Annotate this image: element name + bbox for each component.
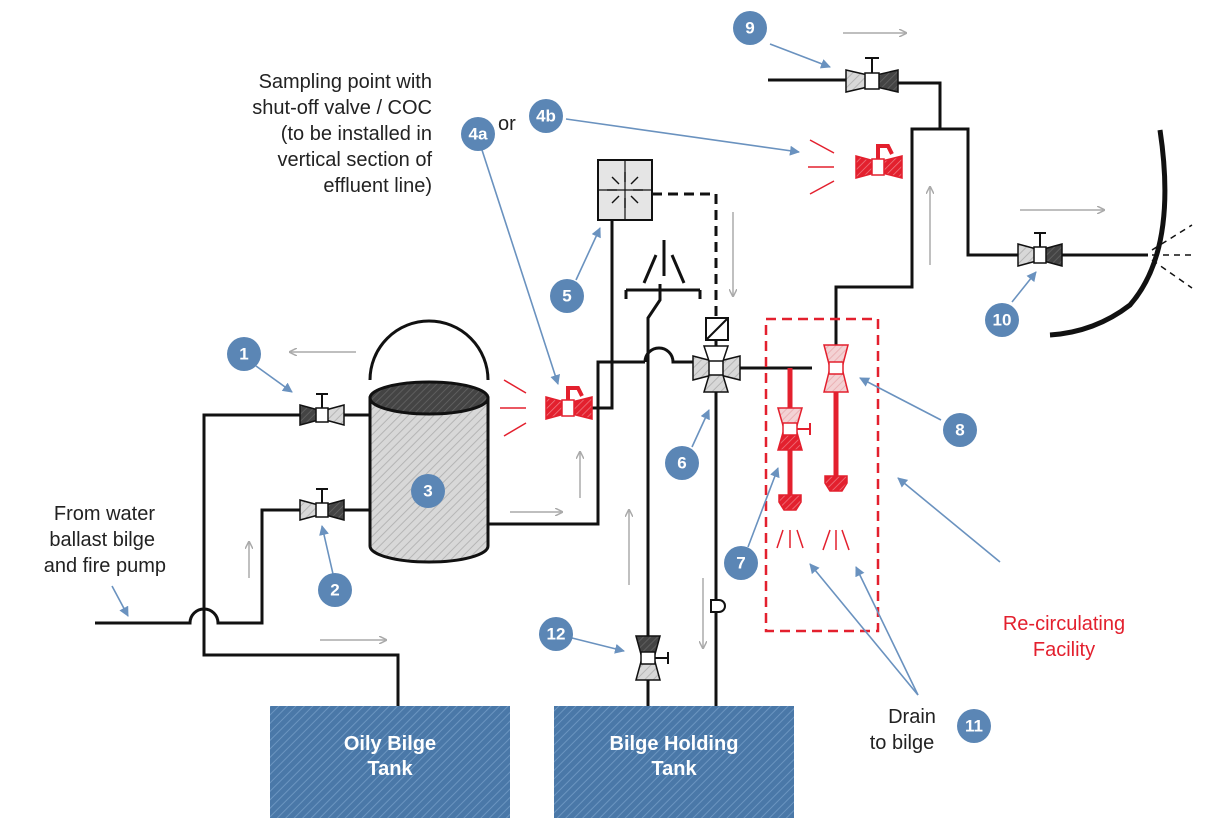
oil-content-meter xyxy=(597,159,702,299)
badge-4a: 4a xyxy=(461,117,495,151)
drain-to-bilge-label: Drain to bilge xyxy=(870,706,936,754)
from-water-label: From water ballast bilge and fire pump xyxy=(44,503,166,577)
svg-text:Facility: Facility xyxy=(1033,639,1095,661)
svg-text:effluent line): effluent line) xyxy=(323,175,432,197)
svg-text:4b: 4b xyxy=(536,107,556,126)
svg-text:7: 7 xyxy=(736,554,745,573)
badge-3: 3 xyxy=(411,474,445,508)
svg-text:11: 11 xyxy=(965,717,983,736)
valve-2 xyxy=(299,488,345,521)
sampling-valve-4b xyxy=(808,139,903,195)
svg-text:9: 9 xyxy=(745,19,754,38)
svg-text:and fire pump: and fire pump xyxy=(44,555,166,577)
bilge-holding-tank: Bilge Holding Tank xyxy=(554,706,794,818)
svg-text:to bilge: to bilge xyxy=(870,732,935,754)
ship-hull xyxy=(1049,129,1168,338)
svg-text:10: 10 xyxy=(993,311,1012,330)
svg-text:Re-circulating: Re-circulating xyxy=(1003,613,1125,635)
svg-text:From water: From water xyxy=(54,503,155,525)
svg-text:ballast bilge: ballast bilge xyxy=(49,529,155,551)
badge-5: 5 xyxy=(550,279,584,313)
sampling-valve-4a xyxy=(500,379,593,437)
svg-text:5: 5 xyxy=(562,287,571,306)
or-label: or xyxy=(498,113,516,135)
oily-bilge-tank-label-2: Tank xyxy=(367,758,413,780)
valve-12 xyxy=(635,635,669,681)
badge-11: 11 xyxy=(957,709,991,743)
svg-text:3: 3 xyxy=(423,482,432,501)
badge-8: 8 xyxy=(943,413,977,447)
svg-text:6: 6 xyxy=(677,454,686,473)
svg-text:12: 12 xyxy=(547,625,566,644)
svg-text:Drain: Drain xyxy=(888,706,936,728)
svg-text:shut-off valve / COC: shut-off valve / COC xyxy=(252,97,432,119)
oily-water-separator xyxy=(368,319,490,564)
three-way-valve-6 xyxy=(692,345,741,393)
badge-7: 7 xyxy=(724,546,758,580)
svg-text:4a: 4a xyxy=(469,125,488,144)
valve-9 xyxy=(845,57,899,93)
oily-bilge-tank-label-1: Oily Bilge xyxy=(344,733,436,755)
svg-text:2: 2 xyxy=(330,581,339,600)
badge-1: 1 xyxy=(227,337,261,371)
valve-10 xyxy=(1017,232,1063,267)
badge-9: 9 xyxy=(733,11,767,45)
overboard-discharge xyxy=(1151,224,1196,289)
recirculating-facility-box xyxy=(764,317,880,633)
svg-text:(to be installed in: (to be installed in xyxy=(281,123,432,145)
badge-6: 6 xyxy=(665,446,699,480)
oily-bilge-tank: Oily Bilge Tank xyxy=(270,706,510,818)
leader-lines xyxy=(111,43,1037,696)
flow-arrows xyxy=(249,33,1104,648)
badge-2: 2 xyxy=(318,573,352,607)
recirculating-pipework xyxy=(776,344,850,551)
svg-text:vertical section of: vertical section of xyxy=(277,149,432,171)
valve-1 xyxy=(299,393,345,426)
sampling-point-label: Sampling point with shut-off valve / COC… xyxy=(252,71,432,197)
pipework xyxy=(95,78,1148,706)
badge-4b: 4b xyxy=(529,99,563,133)
svg-text:8: 8 xyxy=(955,421,964,440)
bilge-holding-tank-label-2: Tank xyxy=(651,758,697,780)
svg-text:Sampling point with: Sampling point with xyxy=(259,71,432,93)
badge-12: 12 xyxy=(539,617,573,651)
bilge-holding-tank-label-1: Bilge Holding xyxy=(610,733,739,755)
recirculating-facility-label: Re-circulating Facility xyxy=(1003,613,1125,661)
badge-10: 10 xyxy=(985,303,1019,337)
svg-text:1: 1 xyxy=(239,345,248,364)
